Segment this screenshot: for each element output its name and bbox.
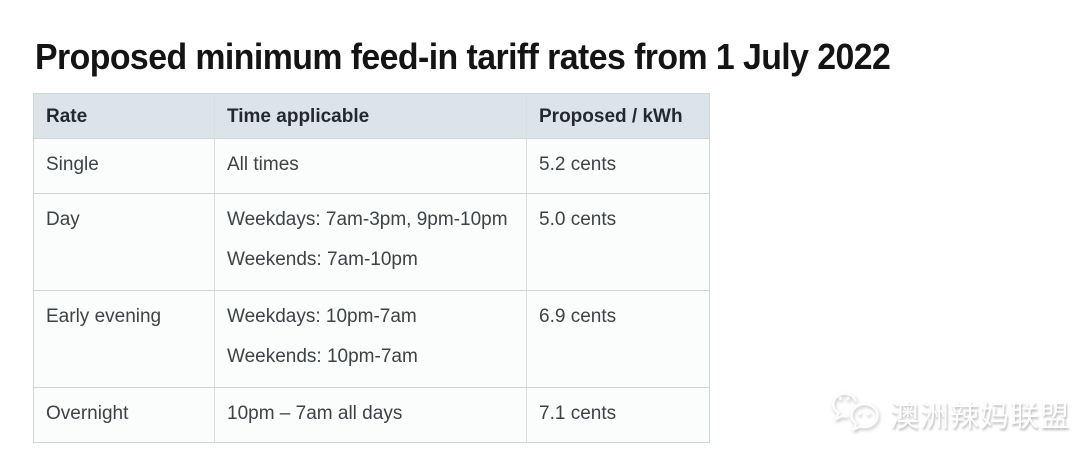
time-line: Weekends: 10pm-7am: [227, 346, 418, 367]
proposed-cell: 5.2 cents: [526, 139, 709, 193]
proposed-cell: 5.0 cents: [526, 194, 709, 290]
rate-cell: Single: [46, 154, 99, 175]
table-header-row: Rate Time applicable Proposed / kWh: [34, 94, 709, 138]
rate-cell: Day: [46, 209, 80, 230]
rate-cell: Overnight: [46, 403, 129, 424]
time-line: Weekdays: 10pm-7am: [227, 306, 417, 327]
proposed-cell: 6.9 cents: [526, 291, 709, 387]
table-row-early-evening: Early evening Weekdays: 10pm-7am Weekend…: [34, 290, 709, 387]
rate-cell: Early evening: [46, 306, 162, 327]
time-line: All times: [227, 154, 299, 175]
table-row-single: Single All times 5.2 cents: [34, 138, 709, 193]
wechat-icon: [830, 386, 884, 441]
page-title: Proposed minimum feed-in tariff rates fr…: [35, 36, 891, 78]
time-cell: Weekdays: 7am-3pm, 9pm-10pm Weekends: 7a…: [214, 194, 526, 290]
watermark: 澳洲辣妈联盟: [830, 386, 1070, 441]
table-row-day: Day Weekdays: 7am-3pm, 9pm-10pm Weekends…: [34, 193, 709, 290]
time-cell: 10pm – 7am all days: [214, 388, 526, 442]
time-line: Weekends: 7am-10pm: [227, 249, 418, 270]
time-line: Weekdays: 7am-3pm, 9pm-10pm: [227, 209, 508, 230]
tariff-rates-table: Rate Time applicable Proposed / kWh Sing…: [33, 93, 710, 443]
proposed-cell: 7.1 cents: [526, 388, 709, 442]
time-cell: All times: [214, 139, 526, 193]
time-cell: Weekdays: 10pm-7am Weekends: 10pm-7am: [214, 291, 526, 387]
column-header-proposed-per-kwh: Proposed / kWh: [526, 94, 709, 138]
time-line: 10pm – 7am all days: [227, 403, 403, 424]
column-header-rate: Rate: [46, 106, 88, 127]
column-header-time-applicable: Time applicable: [214, 94, 526, 138]
watermark-text: 澳洲辣妈联盟: [890, 400, 1071, 433]
table-row-overnight: Overnight 10pm – 7am all days 7.1 cents: [34, 387, 709, 442]
